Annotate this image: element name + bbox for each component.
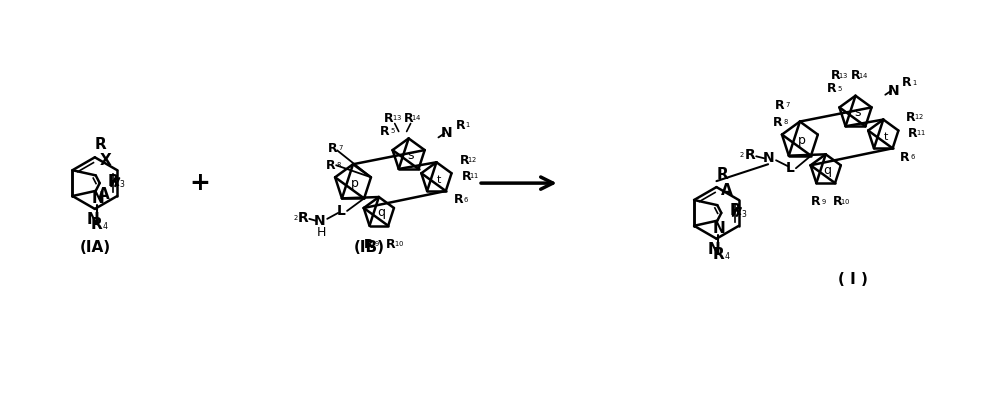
Text: $^9$: $^9$ [374,242,380,252]
Text: s: s [407,149,414,162]
Text: N: N [313,214,325,228]
Text: R: R [850,69,860,82]
Text: R: R [832,195,842,209]
Text: R: R [95,137,107,152]
Text: R: R [364,238,373,251]
Text: $^2$: $^2$ [292,215,298,225]
Text: N: N [92,191,104,206]
Text: R: R [827,82,836,95]
Text: N: N [709,242,721,257]
Text: $^1$: $^1$ [465,123,471,133]
Text: $^6$: $^6$ [910,154,916,164]
Text: N: N [440,127,452,140]
Text: $^2$: $^2$ [740,152,746,162]
Text: $^1$: $^1$ [912,80,918,90]
Text: q: q [823,164,831,177]
Text: R: R [298,211,308,225]
Text: R: R [461,170,471,183]
Text: R: R [830,69,840,82]
Text: $^{13}$: $^{13}$ [838,73,848,83]
Text: $^5$: $^5$ [390,129,395,139]
Text: $^{11}$: $^{11}$ [469,173,479,183]
Text: $^6$: $^6$ [463,197,469,207]
Text: $^{12}$: $^{12}$ [914,115,924,125]
Text: s: s [854,106,860,119]
Text: N: N [887,84,899,98]
Text: R: R [453,193,463,207]
Text: q: q [377,207,385,219]
Text: R: R [108,174,120,189]
Text: $^8$: $^8$ [783,119,789,129]
Text: $^8$: $^8$ [336,162,342,172]
Text: H: H [316,226,326,239]
Text: $^4$: $^4$ [724,252,731,261]
Text: $^3$: $^3$ [120,180,126,190]
Text: $^{11}$: $^{11}$ [916,131,926,140]
Text: R: R [326,159,336,172]
Text: ( I ): ( I ) [837,272,867,287]
Text: L: L [785,161,794,175]
Text: A: A [98,187,109,201]
Text: $^7$: $^7$ [785,103,790,113]
Text: X: X [100,153,111,168]
Text: $^7$: $^7$ [338,145,344,155]
Text: R: R [384,112,393,125]
Text: R: R [380,125,389,138]
Text: R: R [404,112,413,125]
Text: R: R [713,247,725,262]
Text: p: p [351,177,359,189]
Text: R: R [386,238,395,251]
Text: L: L [336,204,345,218]
Text: $^4$: $^4$ [103,222,109,232]
Text: $^3$: $^3$ [741,210,748,220]
Text: R: R [908,127,918,140]
Text: R: R [775,99,784,112]
Text: +: + [190,171,211,195]
Text: R: R [900,151,910,164]
Text: R: R [459,154,469,167]
Text: (IA): (IA) [79,240,111,255]
Text: R: R [773,116,782,129]
Text: R: R [730,203,742,219]
Text: N: N [762,151,773,165]
Text: R: R [91,217,103,232]
Text: t: t [884,133,888,142]
Text: R: R [455,119,465,132]
Text: $^{14}$: $^{14}$ [411,115,422,125]
Text: R: R [811,195,820,209]
Text: $^{13}$: $^{13}$ [391,115,402,125]
Text: $^9$: $^9$ [820,199,826,209]
Text: R: R [906,111,916,124]
Text: $^{12}$: $^{12}$ [467,157,477,167]
Text: R: R [328,142,338,155]
Text: N: N [713,221,726,236]
Text: R: R [902,76,912,89]
Text: $^{10}$: $^{10}$ [393,242,404,252]
Text: $^{14}$: $^{14}$ [858,73,868,83]
Text: R: R [745,148,755,162]
Text: A: A [721,183,733,197]
Text: $^{10}$: $^{10}$ [840,199,850,209]
Text: N: N [87,213,99,227]
Text: R: R [717,167,729,181]
Text: p: p [798,134,805,147]
Text: $^5$: $^5$ [836,86,842,96]
Text: t: t [437,175,441,185]
Text: (IB): (IB) [353,240,384,255]
